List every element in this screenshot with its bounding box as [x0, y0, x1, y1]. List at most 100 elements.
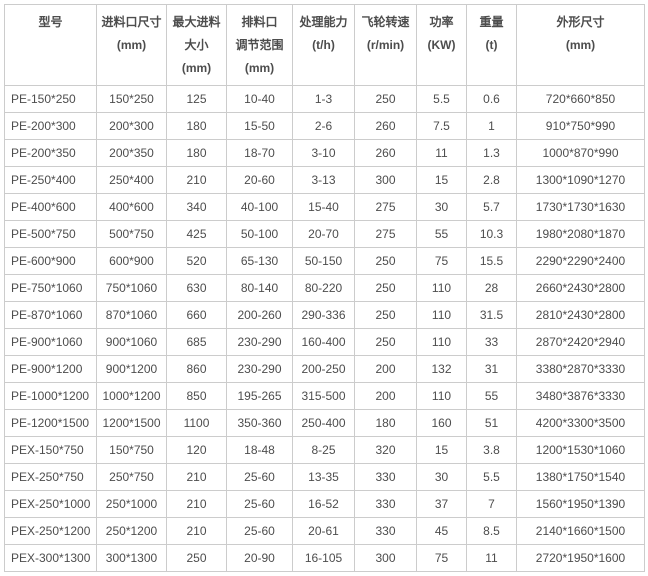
cell-power: 110 — [417, 383, 467, 410]
cell-dims: 1560*1950*1390 — [517, 491, 645, 518]
cell-power: 15 — [417, 167, 467, 194]
cell-capacity: 315-500 — [293, 383, 355, 410]
cell-rpm: 300 — [355, 545, 417, 572]
cell-model: PE-750*1060 — [5, 275, 97, 302]
cell-model: PE-900*1200 — [5, 356, 97, 383]
cell-model: PE-250*400 — [5, 167, 97, 194]
cell-maxfeed: 340 — [167, 194, 227, 221]
cell-model: PE-200*300 — [5, 113, 97, 140]
cell-capacity: 15-40 — [293, 194, 355, 221]
cell-outlet: 80-140 — [227, 275, 293, 302]
cell-power: 160 — [417, 410, 467, 437]
cell-feed: 870*1060 — [97, 302, 167, 329]
table-body: PE-150*250150*25012510-401-32505.50.6720… — [5, 86, 645, 572]
cell-capacity: 80-220 — [293, 275, 355, 302]
cell-capacity: 3-10 — [293, 140, 355, 167]
cell-capacity: 250-400 — [293, 410, 355, 437]
cell-power: 110 — [417, 329, 467, 356]
col-header-text: (t/h) — [312, 38, 335, 52]
cell-capacity: 8-25 — [293, 437, 355, 464]
col-header-text: 型号 — [38, 15, 62, 29]
cell-weight: 7 — [467, 491, 517, 518]
cell-outlet: 25-60 — [227, 464, 293, 491]
cell-model: PE-900*1060 — [5, 329, 97, 356]
cell-power: 110 — [417, 275, 467, 302]
col-header-text: (mm) — [245, 61, 274, 75]
col-header-text: (mm) — [566, 38, 595, 52]
cell-feed: 1000*1200 — [97, 383, 167, 410]
cell-power: 45 — [417, 518, 467, 545]
col-header-capacity: 处理能力 (t/h) — [293, 5, 355, 86]
table-row: PE-500*750500*75042550-10020-702755510.3… — [5, 221, 645, 248]
col-header-text: (KW) — [428, 38, 456, 52]
cell-weight: 5.7 — [467, 194, 517, 221]
cell-dims: 910*750*990 — [517, 113, 645, 140]
cell-capacity: 160-400 — [293, 329, 355, 356]
cell-power: 30 — [417, 464, 467, 491]
cell-outlet: 230-290 — [227, 329, 293, 356]
cell-dims: 2290*2290*2400 — [517, 248, 645, 275]
col-header-text: 调节范围 — [235, 38, 283, 52]
cell-dims: 2870*2420*2940 — [517, 329, 645, 356]
col-header-text: 外形尺寸 — [556, 15, 604, 29]
cell-dims: 1380*1750*1540 — [517, 464, 645, 491]
table-row: PEX-250*1200250*120021025-6020-61330458.… — [5, 518, 645, 545]
cell-feed: 750*1060 — [97, 275, 167, 302]
cell-weight: 1.3 — [467, 140, 517, 167]
table-row: PE-1200*15001200*15001100350-360250-4001… — [5, 410, 645, 437]
cell-model: PE-1000*1200 — [5, 383, 97, 410]
col-header-text: 处理能力 — [299, 15, 347, 29]
cell-maxfeed: 630 — [167, 275, 227, 302]
cell-feed: 150*250 — [97, 86, 167, 113]
cell-capacity: 16-105 — [293, 545, 355, 572]
table-row: PE-250*400250*40021020-603-13300152.8130… — [5, 167, 645, 194]
cell-power: 7.5 — [417, 113, 467, 140]
cell-rpm: 200 — [355, 383, 417, 410]
col-header-text: 最大进料 — [172, 15, 220, 29]
cell-outlet: 40-100 — [227, 194, 293, 221]
cell-dims: 1000*870*990 — [517, 140, 645, 167]
cell-maxfeed: 210 — [167, 491, 227, 518]
cell-rpm: 300 — [355, 167, 417, 194]
cell-rpm: 250 — [355, 275, 417, 302]
col-header-text: (mm) — [182, 61, 211, 75]
col-header-text: (mm) — [117, 38, 146, 52]
cell-outlet: 10-40 — [227, 86, 293, 113]
cell-maxfeed: 685 — [167, 329, 227, 356]
cell-maxfeed: 210 — [167, 518, 227, 545]
col-header-rpm: 飞轮转速(r/min) — [355, 5, 417, 86]
cell-rpm: 275 — [355, 194, 417, 221]
table-row: PE-200*300200*30018015-502-62607.51910*7… — [5, 113, 645, 140]
cell-rpm: 330 — [355, 518, 417, 545]
cell-dims: 2140*1660*1500 — [517, 518, 645, 545]
cell-maxfeed: 1100 — [167, 410, 227, 437]
cell-capacity: 2-6 — [293, 113, 355, 140]
cell-model: PE-200*350 — [5, 140, 97, 167]
cell-power: 37 — [417, 491, 467, 518]
cell-outlet: 15-50 — [227, 113, 293, 140]
cell-model: PEX-300*1300 — [5, 545, 97, 572]
cell-feed: 150*750 — [97, 437, 167, 464]
cell-feed: 900*1060 — [97, 329, 167, 356]
cell-maxfeed: 850 — [167, 383, 227, 410]
cell-capacity: 16-52 — [293, 491, 355, 518]
table-head: 型号进料口尺寸(mm)最大进料大小(mm)排料口调节范围(mm)处理能力(t/h… — [5, 5, 645, 86]
cell-power: 110 — [417, 302, 467, 329]
cell-rpm: 330 — [355, 491, 417, 518]
table-row: PE-200*350200*35018018-703-10260111.3100… — [5, 140, 645, 167]
cell-model: PEX-250*1000 — [5, 491, 97, 518]
cell-model: PE-400*600 — [5, 194, 97, 221]
col-header-weight: 重量(t) — [467, 5, 517, 86]
table-row: PEX-300*1300300*130025020-9016-105300751… — [5, 545, 645, 572]
cell-weight: 1 — [467, 113, 517, 140]
col-header-model: 型号 — [5, 5, 97, 86]
cell-dims: 3380*2870*3330 — [517, 356, 645, 383]
cell-feed: 1200*1500 — [97, 410, 167, 437]
cell-outlet: 20-90 — [227, 545, 293, 572]
cell-capacity: 20-70 — [293, 221, 355, 248]
cell-weight: 31.5 — [467, 302, 517, 329]
cell-model: PE-150*250 — [5, 86, 97, 113]
cell-rpm: 250 — [355, 329, 417, 356]
cell-feed: 400*600 — [97, 194, 167, 221]
cell-feed: 300*1300 — [97, 545, 167, 572]
